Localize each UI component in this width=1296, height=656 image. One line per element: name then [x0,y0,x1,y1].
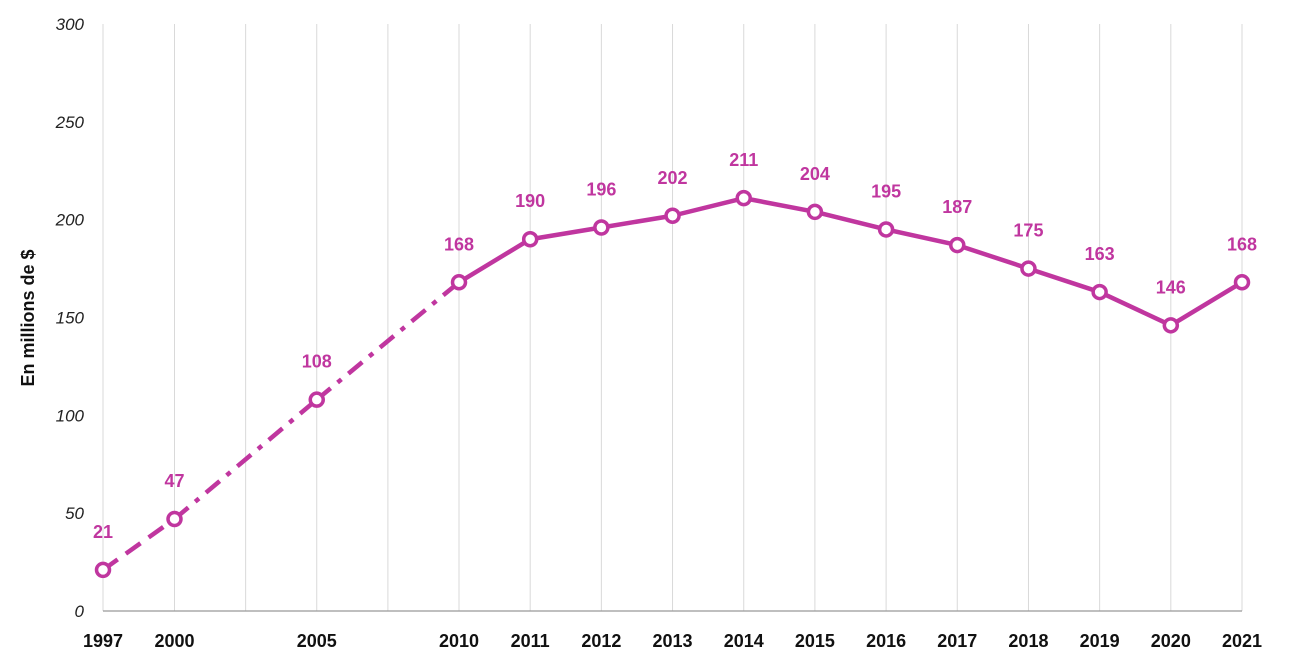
y-axis-ticks: 0 50 100 150 200 250 300 [55,15,85,621]
y-tick-label: 150 [56,309,85,328]
data-label: 163 [1085,244,1115,264]
data-point [1020,260,1037,277]
data-point [949,236,966,254]
data-label: 168 [1227,234,1257,254]
data-point [877,221,895,238]
line-segment [457,237,532,285]
line-segment [600,213,673,230]
line-segment [956,242,1030,271]
data-point [664,207,681,225]
data-point [1162,317,1180,334]
x-tick-label: 2000 [154,631,194,651]
data-label: 202 [658,168,688,188]
data-label: 211 [729,150,758,170]
data-point [1091,283,1108,301]
line-segment [315,280,461,402]
x-tick-label: 2010 [439,631,479,651]
data-label: 47 [164,471,184,491]
x-tick-label: 2018 [1008,631,1048,651]
data-point [166,510,183,528]
y-axis-title: En millions de $ [18,249,38,386]
x-tick-label: 2017 [937,631,977,651]
y-tick-label: 100 [56,406,85,425]
data-label: 175 [1013,221,1043,241]
line-segment [1098,290,1172,328]
x-tick-label: 2020 [1151,631,1191,651]
x-tick-label: 2019 [1080,631,1120,651]
y-tick-label: 250 [55,113,85,132]
data-label: 108 [302,352,332,372]
y-tick-label: 200 [55,211,85,230]
series-lines [101,195,1244,572]
line-segment [743,195,816,215]
data-label: 168 [444,234,474,254]
data-points [94,189,1251,579]
data-label: 195 [871,181,901,201]
x-tick-label: 2005 [297,631,337,651]
x-axis-ticks: 1997 2000 2005 2010 2011 2012 2013 2014 2015 2016… [83,631,1262,651]
line-segment [101,517,176,572]
x-tick-label: 2013 [653,631,693,651]
line-segment [1027,266,1101,295]
x-tick-label: 2016 [866,631,906,651]
data-point [521,230,539,248]
x-tick-label: 2011 [511,631,550,651]
line-segment [1169,280,1244,328]
y-tick-label: 50 [65,504,84,523]
x-tick-label: 2015 [795,631,835,651]
data-point [806,203,824,221]
data-labels: 21 47 108 168 190 196 202 211 204 195 187 175 163 146… [93,150,1257,542]
data-point [735,189,752,207]
data-point [593,219,610,236]
data-point [308,391,325,408]
gridlines [102,24,1243,611]
x-tick-label: 1997 [83,631,123,651]
line-segment [814,209,887,232]
x-tick-label: 2021 [1222,631,1262,651]
x-tick-label: 2012 [581,631,621,651]
data-point [1233,274,1251,291]
line-segment [529,225,602,242]
line-segment [672,195,745,218]
x-tick-label: 2014 [724,631,764,651]
data-label: 187 [942,197,972,217]
data-label: 204 [800,164,830,184]
data-point [450,274,468,291]
line-segment [173,397,319,521]
data-label: 146 [1156,277,1186,297]
data-point [94,561,112,579]
y-tick-label: 0 [75,602,85,621]
data-label: 196 [586,179,616,199]
data-label: 190 [515,191,545,211]
line-segment [885,227,958,248]
data-label: 21 [93,522,113,542]
y-tick-label: 300 [56,15,85,34]
